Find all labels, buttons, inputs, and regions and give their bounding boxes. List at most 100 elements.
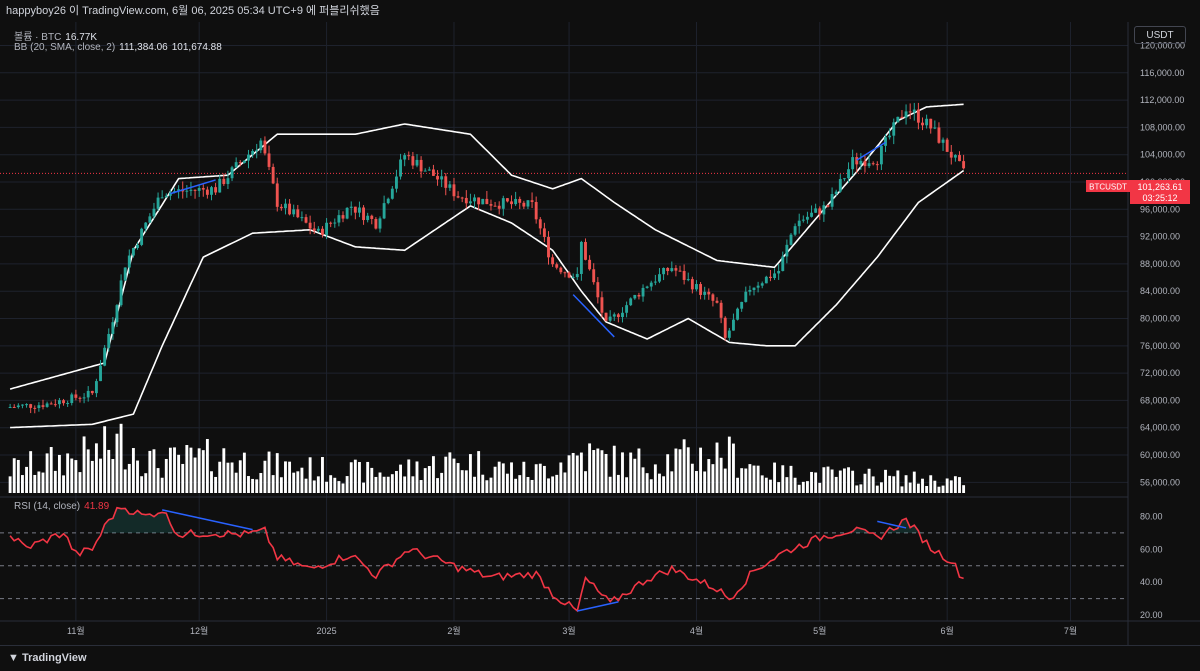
candle[interactable] bbox=[633, 294, 637, 300]
candle[interactable] bbox=[131, 247, 135, 258]
candle[interactable] bbox=[370, 214, 374, 225]
candle[interactable] bbox=[255, 143, 259, 159]
candle[interactable] bbox=[764, 275, 768, 284]
candle[interactable] bbox=[259, 138, 263, 154]
candle[interactable] bbox=[953, 154, 957, 162]
rsi-divergence-line[interactable] bbox=[162, 509, 253, 531]
candle[interactable] bbox=[234, 157, 238, 169]
candle[interactable] bbox=[386, 197, 390, 205]
candle[interactable] bbox=[653, 274, 657, 286]
candle[interactable] bbox=[666, 267, 670, 276]
candle[interactable] bbox=[304, 214, 308, 224]
candle[interactable] bbox=[263, 136, 267, 156]
candle[interactable] bbox=[711, 293, 715, 307]
candle[interactable] bbox=[925, 114, 929, 129]
candle[interactable] bbox=[284, 198, 287, 215]
candle[interactable] bbox=[937, 122, 941, 144]
candle[interactable] bbox=[423, 168, 427, 172]
candle[interactable] bbox=[431, 164, 435, 177]
candle[interactable] bbox=[316, 226, 320, 233]
candle[interactable] bbox=[12, 404, 16, 408]
candle[interactable] bbox=[300, 211, 304, 222]
candle[interactable] bbox=[588, 255, 592, 271]
candle[interactable] bbox=[390, 186, 394, 200]
candle[interactable] bbox=[703, 286, 707, 300]
candle[interactable] bbox=[247, 149, 250, 169]
candle[interactable] bbox=[929, 118, 933, 134]
candle[interactable] bbox=[201, 184, 205, 197]
candle[interactable] bbox=[596, 277, 600, 304]
candle[interactable] bbox=[267, 145, 271, 171]
candle[interactable] bbox=[16, 403, 20, 409]
rsi-divergence-line[interactable] bbox=[577, 601, 619, 612]
candle[interactable] bbox=[395, 169, 398, 193]
candle[interactable] bbox=[164, 193, 168, 198]
candle[interactable] bbox=[415, 154, 419, 168]
candle[interactable] bbox=[325, 218, 329, 240]
candle[interactable] bbox=[686, 272, 690, 282]
candle[interactable] bbox=[690, 276, 694, 294]
candle[interactable] bbox=[218, 174, 222, 193]
candle[interactable] bbox=[74, 389, 78, 401]
candle[interactable] bbox=[896, 116, 900, 123]
candle[interactable] bbox=[481, 198, 485, 205]
candle[interactable] bbox=[649, 280, 653, 291]
candle[interactable] bbox=[740, 301, 744, 312]
candle[interactable] bbox=[514, 191, 518, 206]
candle[interactable] bbox=[489, 199, 493, 211]
candle[interactable] bbox=[86, 386, 90, 402]
candle[interactable] bbox=[695, 280, 698, 292]
candle[interactable] bbox=[152, 202, 156, 220]
candle[interactable] bbox=[37, 402, 41, 412]
candle[interactable] bbox=[21, 404, 24, 409]
candle[interactable] bbox=[115, 304, 119, 327]
candle[interactable] bbox=[501, 195, 505, 216]
candle[interactable] bbox=[814, 203, 818, 213]
candle[interactable] bbox=[822, 201, 826, 222]
candle[interactable] bbox=[275, 177, 279, 212]
candle[interactable] bbox=[826, 204, 830, 208]
candle[interactable] bbox=[477, 197, 481, 211]
candle[interactable] bbox=[25, 403, 28, 408]
candle[interactable] bbox=[312, 221, 316, 235]
candle[interactable] bbox=[621, 307, 624, 323]
candle[interactable] bbox=[366, 212, 370, 223]
candle[interactable] bbox=[230, 165, 234, 182]
price-divergence-line[interactable] bbox=[856, 141, 886, 161]
candle[interactable] bbox=[842, 178, 846, 182]
candle[interactable] bbox=[538, 217, 542, 235]
candle[interactable] bbox=[542, 222, 546, 243]
candle[interactable] bbox=[892, 118, 896, 145]
candle[interactable] bbox=[805, 211, 809, 224]
candle[interactable] bbox=[612, 312, 616, 321]
candle[interactable] bbox=[551, 254, 555, 267]
candle[interactable] bbox=[78, 396, 82, 403]
candle[interactable] bbox=[111, 317, 115, 340]
candle[interactable] bbox=[57, 397, 61, 409]
candle[interactable] bbox=[271, 163, 275, 185]
candle[interactable] bbox=[460, 196, 464, 203]
candle[interactable] bbox=[337, 209, 341, 227]
candle[interactable] bbox=[90, 390, 94, 395]
candle[interactable] bbox=[579, 240, 583, 281]
candle[interactable] bbox=[358, 201, 361, 218]
candle[interactable] bbox=[575, 267, 579, 280]
candle[interactable] bbox=[288, 199, 292, 216]
candle[interactable] bbox=[834, 189, 838, 196]
candle[interactable] bbox=[793, 223, 797, 237]
candle[interactable] bbox=[168, 189, 172, 201]
candle[interactable] bbox=[530, 192, 534, 209]
candle[interactable] bbox=[197, 184, 201, 197]
candle[interactable] bbox=[797, 213, 801, 234]
candle[interactable] bbox=[616, 312, 620, 323]
candle[interactable] bbox=[140, 227, 144, 247]
candle[interactable] bbox=[308, 215, 312, 235]
candle[interactable] bbox=[912, 102, 916, 121]
candle[interactable] bbox=[810, 205, 813, 218]
candle[interactable] bbox=[427, 166, 431, 171]
candle[interactable] bbox=[555, 262, 559, 270]
candle[interactable] bbox=[781, 251, 785, 272]
candle[interactable] bbox=[904, 104, 908, 125]
candle[interactable] bbox=[859, 153, 863, 170]
candle[interactable] bbox=[107, 328, 111, 352]
